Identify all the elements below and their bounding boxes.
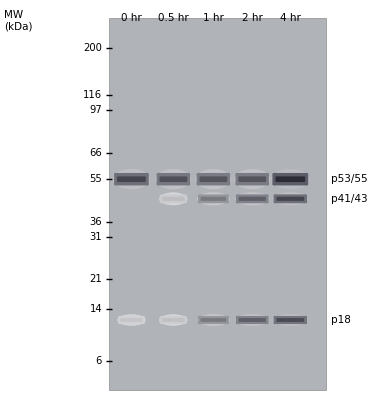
FancyBboxPatch shape — [235, 173, 269, 186]
FancyBboxPatch shape — [272, 173, 308, 186]
Text: p53/55: p53/55 — [331, 174, 367, 184]
Text: 0 hr: 0 hr — [121, 13, 142, 23]
FancyBboxPatch shape — [236, 194, 269, 203]
FancyBboxPatch shape — [157, 173, 190, 186]
FancyBboxPatch shape — [274, 194, 307, 203]
Ellipse shape — [155, 169, 191, 189]
FancyBboxPatch shape — [277, 318, 304, 322]
FancyBboxPatch shape — [197, 173, 230, 186]
Text: 4 hr: 4 hr — [280, 13, 301, 23]
Text: 66: 66 — [90, 148, 102, 158]
Ellipse shape — [117, 314, 146, 326]
Ellipse shape — [159, 192, 187, 205]
Text: 55: 55 — [90, 174, 102, 184]
Text: 6: 6 — [96, 356, 102, 366]
Ellipse shape — [271, 169, 310, 189]
Text: p41/43: p41/43 — [331, 194, 367, 204]
FancyBboxPatch shape — [198, 194, 229, 203]
FancyBboxPatch shape — [200, 176, 227, 182]
FancyBboxPatch shape — [201, 197, 226, 201]
FancyBboxPatch shape — [160, 176, 187, 182]
Text: 116: 116 — [83, 90, 102, 100]
FancyBboxPatch shape — [114, 173, 149, 186]
FancyBboxPatch shape — [200, 318, 226, 322]
Text: 1 hr: 1 hr — [203, 13, 224, 23]
Ellipse shape — [235, 314, 270, 326]
FancyBboxPatch shape — [198, 316, 229, 324]
FancyBboxPatch shape — [274, 316, 307, 324]
Ellipse shape — [197, 314, 230, 326]
FancyBboxPatch shape — [160, 194, 187, 203]
Text: 36: 36 — [90, 217, 102, 227]
Ellipse shape — [113, 169, 150, 189]
FancyBboxPatch shape — [162, 197, 184, 201]
Text: MW
(kDa): MW (kDa) — [4, 10, 32, 32]
Ellipse shape — [272, 192, 308, 205]
FancyBboxPatch shape — [162, 318, 184, 322]
Text: 14: 14 — [90, 304, 102, 314]
FancyBboxPatch shape — [117, 176, 146, 182]
Text: 200: 200 — [83, 43, 102, 53]
Text: p18: p18 — [331, 315, 351, 325]
Ellipse shape — [195, 169, 231, 189]
FancyBboxPatch shape — [118, 316, 145, 324]
FancyBboxPatch shape — [239, 176, 266, 182]
Ellipse shape — [272, 314, 308, 326]
Ellipse shape — [197, 192, 230, 205]
Text: 2 hr: 2 hr — [242, 13, 263, 23]
FancyBboxPatch shape — [120, 318, 142, 322]
FancyBboxPatch shape — [236, 316, 269, 324]
Text: 31: 31 — [90, 232, 102, 242]
FancyBboxPatch shape — [239, 197, 266, 201]
Ellipse shape — [234, 169, 270, 189]
FancyBboxPatch shape — [160, 316, 187, 324]
Ellipse shape — [235, 192, 270, 205]
FancyBboxPatch shape — [275, 176, 305, 182]
Text: 21: 21 — [90, 274, 102, 284]
FancyBboxPatch shape — [239, 318, 266, 322]
FancyBboxPatch shape — [277, 197, 304, 201]
Ellipse shape — [159, 314, 187, 326]
Text: 0.5 hr: 0.5 hr — [158, 13, 189, 23]
FancyBboxPatch shape — [109, 18, 326, 390]
Text: 97: 97 — [90, 106, 102, 116]
